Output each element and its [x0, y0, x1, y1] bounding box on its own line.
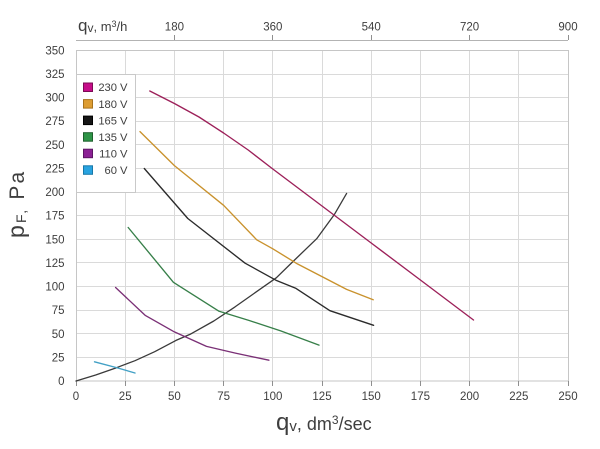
svg-text:0: 0 [73, 391, 79, 403]
svg-text:275: 275 [45, 116, 64, 128]
svg-text:V: V [120, 82, 128, 94]
svg-text:180: 180 [165, 22, 184, 34]
svg-text:25: 25 [119, 391, 132, 403]
svg-text:230: 230 [98, 82, 117, 94]
svg-text:50: 50 [168, 391, 181, 403]
svg-text:25: 25 [52, 352, 65, 364]
svg-text:325: 325 [45, 69, 64, 81]
svg-text:60: 60 [105, 165, 117, 177]
svg-text:175: 175 [45, 211, 64, 223]
svg-text:125: 125 [45, 258, 64, 270]
svg-text:225: 225 [45, 164, 64, 176]
svg-text:50: 50 [52, 329, 65, 341]
svg-text:720: 720 [460, 22, 479, 34]
svg-text:165: 165 [98, 115, 117, 127]
svg-text:V: V [120, 99, 128, 111]
svg-text:V: V [120, 132, 128, 144]
svg-text:pF, Pa: pF, Pa [3, 170, 29, 238]
svg-text:V: V [120, 148, 128, 160]
svg-text:250: 250 [45, 140, 64, 152]
svg-text:175: 175 [411, 391, 430, 403]
svg-text:540: 540 [362, 22, 381, 34]
svg-text:75: 75 [217, 391, 230, 403]
svg-text:200: 200 [460, 391, 479, 403]
svg-text:qv, dm3/sec: qv, dm3/sec [276, 409, 372, 436]
svg-text:125: 125 [312, 391, 331, 403]
svg-text:250: 250 [558, 391, 577, 403]
svg-text:100: 100 [263, 391, 282, 403]
svg-text:75: 75 [52, 305, 65, 317]
svg-text:150: 150 [45, 234, 64, 246]
svg-text:350: 350 [45, 45, 64, 57]
svg-text:V: V [120, 115, 128, 127]
svg-text:360: 360 [263, 22, 282, 34]
svg-text:135: 135 [98, 132, 117, 144]
svg-text:225: 225 [509, 391, 528, 403]
svg-text:0: 0 [58, 376, 64, 388]
svg-text:900: 900 [558, 22, 577, 34]
svg-text:200: 200 [45, 187, 64, 199]
svg-text:180: 180 [98, 99, 117, 111]
svg-text:300: 300 [45, 93, 64, 105]
svg-text:110: 110 [99, 148, 117, 160]
svg-text:qv, m3/h: qv, m3/h [78, 16, 127, 35]
svg-text:V: V [120, 165, 128, 177]
svg-text:150: 150 [362, 391, 381, 403]
svg-text:100: 100 [45, 282, 64, 294]
